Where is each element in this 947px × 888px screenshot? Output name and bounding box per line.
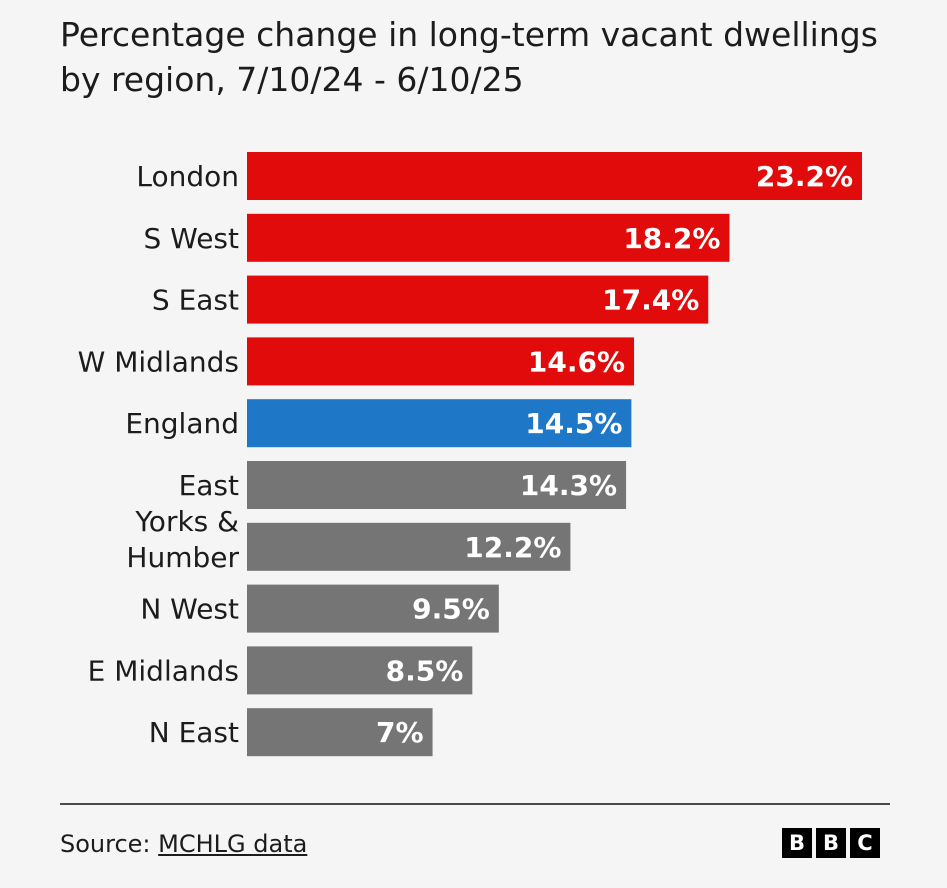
source-note: Source: MCHLG data <box>60 828 307 860</box>
value-label: 17.4% <box>602 284 699 317</box>
bar <box>247 522 571 571</box>
source-prefix: Source: <box>60 830 159 858</box>
category-label: England <box>125 407 239 440</box>
chart-title: Percentage change in long-term vacant dw… <box>60 15 878 99</box>
bar-row: London 23.2% <box>136 152 862 200</box>
bar <box>247 275 709 324</box>
bbc-logo: B B C <box>782 828 880 858</box>
category-label: S West <box>143 222 239 255</box>
category-label: E Midlands <box>88 654 239 687</box>
value-label: 18.2% <box>623 222 720 255</box>
category-label: London <box>136 160 239 193</box>
source-link[interactable]: MCHLG data <box>158 830 308 858</box>
bar <box>247 152 862 200</box>
bar-row: N East 7% <box>149 708 433 757</box>
value-label: 14.6% <box>528 345 625 378</box>
logo-letter-b1: B <box>782 828 812 858</box>
bar <box>247 337 635 386</box>
bar-row: N West 9.5% <box>140 584 499 633</box>
bar <box>247 213 730 262</box>
logo-letter-c: C <box>850 828 880 858</box>
bar-chart: London 23.2% S West 18.2% S East 17.4% W Midla… <box>78 152 862 757</box>
category-label-line: Humber <box>126 541 239 574</box>
bar <box>247 461 627 509</box>
bar-row: East 14.3% <box>179 461 627 509</box>
category-label: N West <box>140 593 239 626</box>
bar <box>247 646 473 695</box>
value-label: 9.5% <box>412 593 490 626</box>
bar <box>247 584 499 633</box>
bar-row: S West 18.2% <box>143 213 730 262</box>
bar <box>247 399 632 448</box>
value-label: 8.5% <box>386 654 464 687</box>
category-label: W Midlands <box>78 345 239 378</box>
bar-row: S East 17.4% <box>152 275 709 324</box>
bar-row: W Midlands 14.6% <box>78 337 635 386</box>
value-label: 23.2% <box>756 160 853 193</box>
value-label: 7% <box>376 716 424 749</box>
category-label: East <box>179 469 239 502</box>
bar-row: England 14.5% <box>125 399 632 448</box>
bar <box>247 708 433 757</box>
bar-row: Yorks & Humber 12.2% <box>126 505 571 574</box>
bar-row: E Midlands 8.5% <box>88 646 473 695</box>
category-label-line: Yorks & <box>134 505 239 538</box>
footer-divider <box>60 803 890 805</box>
logo-letter-b2: B <box>816 828 846 858</box>
value-label: 14.5% <box>525 407 622 440</box>
category-label: S East <box>152 284 239 317</box>
category-label: Yorks & Humber <box>126 505 239 574</box>
category-label: N East <box>149 716 239 749</box>
value-label: 12.2% <box>464 531 561 564</box>
value-label: 14.3% <box>520 469 617 502</box>
